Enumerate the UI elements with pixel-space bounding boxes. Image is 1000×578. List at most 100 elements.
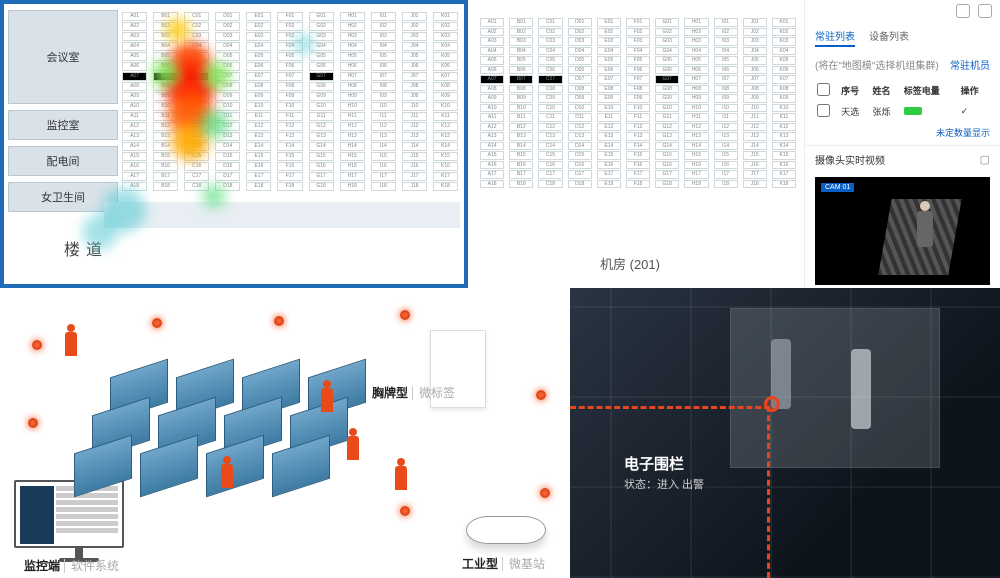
rack-cell[interactable]: H08 [340, 82, 365, 91]
rack-cell[interactable]: F09 [277, 92, 302, 101]
rack-cell[interactable]: H06 [684, 66, 708, 75]
rack-cell[interactable]: J18 [743, 180, 767, 189]
rack-cell[interactable]: H07 [340, 72, 365, 81]
rack-cell[interactable]: B14 [509, 142, 533, 151]
rack-cell[interactable]: F09 [626, 94, 650, 103]
rack-cell[interactable]: D04 [215, 42, 240, 51]
rack-cell[interactable]: J04 [743, 47, 767, 56]
rack-cell[interactable]: K12 [772, 123, 796, 132]
rack-cell[interactable]: B11 [153, 112, 178, 121]
rack-cell[interactable]: B18 [153, 182, 178, 191]
rack-cell[interactable]: A02 [480, 28, 504, 37]
rack-cell[interactable]: F05 [626, 56, 650, 65]
rack-cell[interactable]: F11 [277, 112, 302, 121]
rack-cell[interactable]: G06 [309, 62, 334, 71]
rack-cell[interactable]: I12 [714, 123, 738, 132]
rack-cell[interactable]: J03 [743, 37, 767, 46]
rack-cell[interactable]: I02 [371, 22, 396, 31]
rack-cell[interactable]: G09 [655, 94, 679, 103]
rack-cell[interactable]: H17 [340, 172, 365, 181]
rack-cell[interactable]: A10 [122, 102, 147, 111]
rack-cell[interactable]: D13 [215, 132, 240, 141]
rack-cell[interactable]: A12 [480, 123, 504, 132]
rack-cell[interactable]: F18 [626, 180, 650, 189]
rack-cell[interactable]: E17 [246, 172, 271, 181]
rack-cell[interactable]: K10 [772, 104, 796, 113]
rack-cell[interactable]: A10 [480, 104, 504, 113]
rack-cell[interactable]: D09 [215, 92, 240, 101]
rack-cell[interactable]: J13 [402, 132, 427, 141]
rack-cell[interactable]: H01 [340, 12, 365, 21]
rack-cell[interactable]: D05 [215, 52, 240, 61]
rack-cell[interactable]: G14 [309, 142, 334, 151]
rack-cell[interactable]: E16 [597, 161, 621, 170]
rack-cell[interactable]: I11 [714, 113, 738, 122]
rack-cell[interactable]: I13 [714, 132, 738, 141]
rack-cell[interactable]: J05 [402, 52, 427, 61]
rack-cell[interactable]: B03 [509, 37, 533, 46]
rack-cell[interactable]: G18 [309, 182, 334, 191]
rack-cell[interactable]: D06 [215, 62, 240, 71]
rack-cell[interactable]: J02 [743, 28, 767, 37]
rack-cell[interactable]: H03 [340, 32, 365, 41]
rack-cell[interactable]: G16 [655, 161, 679, 170]
rack-cell[interactable]: K17 [772, 170, 796, 179]
rack-cell[interactable]: F01 [626, 18, 650, 27]
rack-cell[interactable]: C01 [184, 12, 209, 21]
rack-cell[interactable]: F14 [277, 142, 302, 151]
rack-cell[interactable]: J15 [402, 152, 427, 161]
rack-cell[interactable]: J08 [743, 85, 767, 94]
rack-cell[interactable]: J06 [743, 66, 767, 75]
rack-cell[interactable]: I06 [371, 62, 396, 71]
rack-cell[interactable]: E08 [246, 82, 271, 91]
rack-cell[interactable]: C14 [184, 142, 209, 151]
rack-cell[interactable]: B10 [509, 104, 533, 113]
rack-cell[interactable]: K05 [433, 52, 458, 61]
rack-cell[interactable]: D10 [215, 102, 240, 111]
rack-cell[interactable]: C16 [184, 162, 209, 171]
rack-cell[interactable]: K03 [433, 32, 458, 41]
rack-cell[interactable]: F17 [277, 172, 302, 181]
rack-cell[interactable]: H06 [340, 62, 365, 71]
rack-cell[interactable]: D12 [215, 122, 240, 131]
rack-cell[interactable]: C11 [184, 112, 209, 121]
rack-cell[interactable]: K11 [772, 113, 796, 122]
rack-cell[interactable]: J01 [743, 18, 767, 27]
rack-cell[interactable]: C14 [538, 142, 562, 151]
rack-cell[interactable]: K01 [772, 18, 796, 27]
rack-cell[interactable]: H01 [684, 18, 708, 27]
rack-cell[interactable]: I08 [371, 82, 396, 91]
rack-cell[interactable]: F13 [277, 132, 302, 141]
rack-cell[interactable]: F08 [626, 85, 650, 94]
rack-cell[interactable]: K16 [433, 162, 458, 171]
rack-cell[interactable]: C01 [538, 18, 562, 27]
rack-cell[interactable]: I02 [714, 28, 738, 37]
rack-cell[interactable]: E12 [246, 122, 271, 131]
rack-cell[interactable]: F15 [626, 151, 650, 160]
rack-cell[interactable]: C04 [538, 47, 562, 56]
rack-cell[interactable]: D17 [215, 172, 240, 181]
rack-cell[interactable]: E13 [246, 132, 271, 141]
rack-cell[interactable]: E10 [246, 102, 271, 111]
rack-cell[interactable]: G06 [655, 66, 679, 75]
rack-cell[interactable]: I18 [714, 180, 738, 189]
rack-cell[interactable]: I16 [714, 161, 738, 170]
rack-cell[interactable]: G08 [309, 82, 334, 91]
rack-cell[interactable]: I01 [714, 18, 738, 27]
rack-cell[interactable]: F18 [277, 182, 302, 191]
rack-cell[interactable]: I07 [714, 75, 738, 84]
rack-cell[interactable]: K11 [433, 112, 458, 121]
select-all-checkbox[interactable] [817, 83, 830, 96]
rack-cell[interactable]: K18 [772, 180, 796, 189]
rack-cell[interactable]: J14 [743, 142, 767, 151]
rack-cell[interactable]: F04 [626, 47, 650, 56]
rack-cell[interactable]: K08 [772, 85, 796, 94]
rack-cell[interactable]: H17 [684, 170, 708, 179]
rack-cell[interactable]: K15 [772, 151, 796, 160]
rack-cell[interactable]: D16 [215, 162, 240, 171]
expand-icon[interactable]: ▢ [980, 153, 990, 166]
rack-cell[interactable]: G16 [309, 162, 334, 171]
rack-cell[interactable]: G05 [655, 56, 679, 65]
rack-cell[interactable]: C04 [184, 42, 209, 51]
rack-cell[interactable]: F03 [626, 37, 650, 46]
